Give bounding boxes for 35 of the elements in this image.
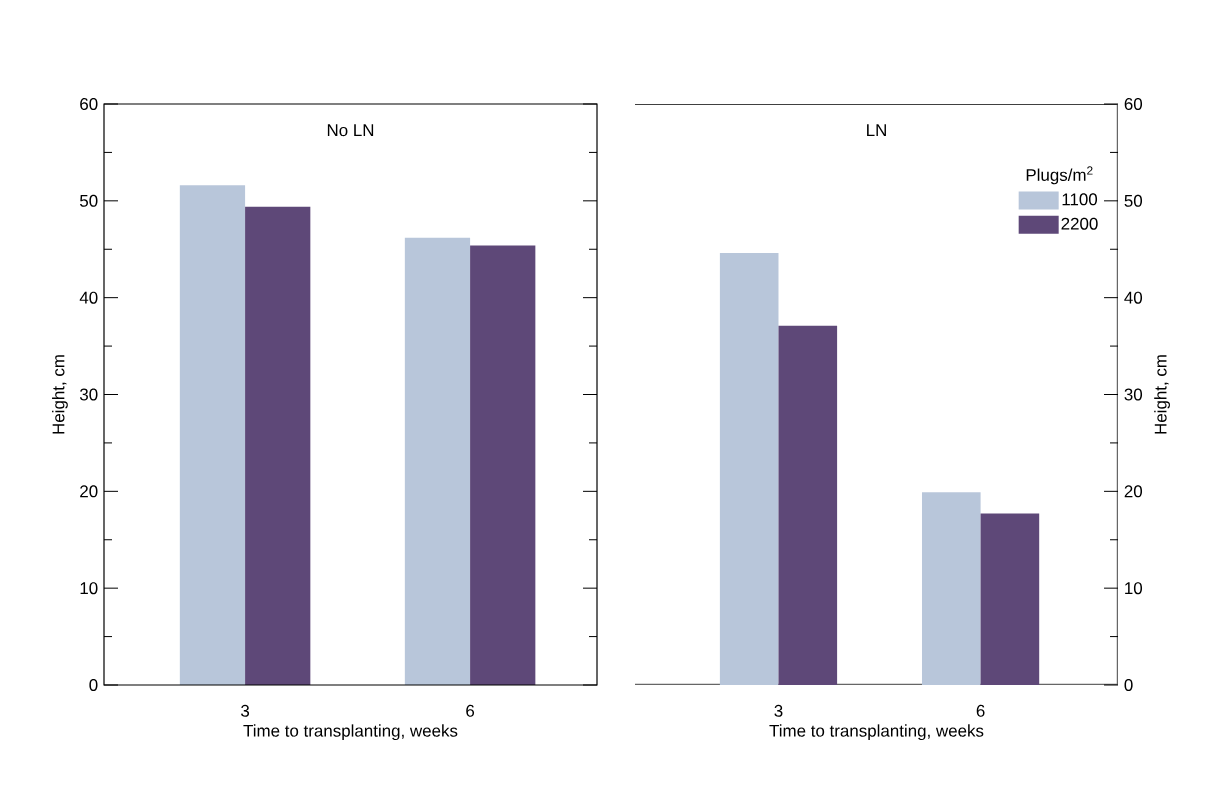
bar <box>470 245 536 685</box>
legend-title: Plugs/m$^{2}$ <box>1026 166 1093 185</box>
y-tick-label: 60 <box>80 98 98 110</box>
bar <box>778 325 838 685</box>
y-tick-label: 40 <box>1124 291 1143 304</box>
x-axis-title: Time to transplanting, weeks <box>769 724 984 741</box>
y-tick-label: 10 <box>80 582 98 595</box>
y-axis-title: Height, cm <box>52 355 68 434</box>
y-tick-label: 50 <box>79 194 98 207</box>
x-tick-label: 6 <box>466 704 475 717</box>
x-tick-label: 3 <box>241 704 250 717</box>
y-tick-label: 20 <box>80 485 98 498</box>
x-tick-label: 3 <box>774 704 783 717</box>
x-axis-title: Time to transplanting, weeks <box>243 724 458 741</box>
legend-label: 1100 <box>1062 193 1098 206</box>
y-tick-label: 0 <box>1124 679 1133 691</box>
y-tick-label: 30 <box>79 388 98 401</box>
text: No LN <box>327 124 374 137</box>
y-tick-label: 0 <box>89 679 98 691</box>
bar <box>245 206 311 685</box>
y-tick-label: 20 <box>1124 485 1143 498</box>
y-tick-label: 30 <box>1124 388 1143 401</box>
y-tick-label: 50 <box>1124 194 1143 207</box>
x-tick-label: 6 <box>976 704 985 717</box>
bar <box>179 185 246 685</box>
bar <box>719 253 779 685</box>
y-tick-label: 60 <box>1124 98 1143 110</box>
bar <box>921 492 981 685</box>
text: LN <box>867 124 886 137</box>
bar <box>404 237 471 685</box>
y-tick-label: 40 <box>79 291 98 304</box>
y-tick-label: 10 <box>1125 582 1143 595</box>
legend-label: 2200 <box>1061 217 1098 230</box>
y-axis-title: Height, cm <box>1154 355 1170 434</box>
bar <box>980 513 1040 685</box>
